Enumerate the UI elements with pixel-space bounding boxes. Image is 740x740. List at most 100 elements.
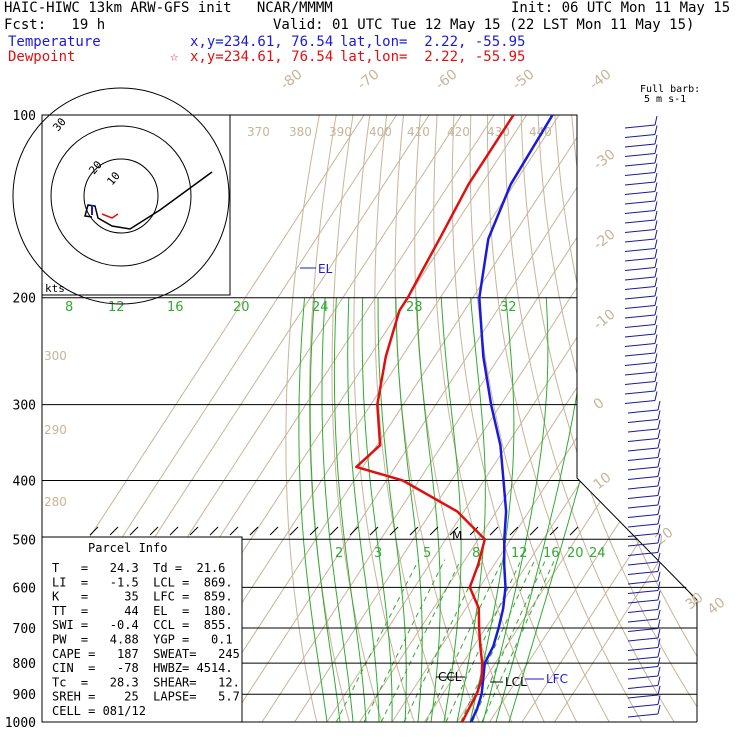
pressure-label: 100	[13, 109, 36, 124]
parcel-info-row: K = 35 LFC = 859.	[52, 590, 233, 604]
pressure-label: 600	[13, 581, 36, 596]
wind-barb-flag	[657, 467, 661, 477]
parcel-info-title: Parcel Info	[88, 541, 167, 555]
wind-barb-flag	[654, 343, 658, 354]
moist-adiabat-line	[321, 297, 354, 722]
wind-barb-flag	[654, 315, 658, 325]
wind-barb-flag	[654, 353, 658, 363]
wind-barb	[627, 713, 659, 718]
temperature-xy: x,y=234.61, 76.54	[190, 34, 334, 50]
wind-barb	[624, 381, 656, 385]
wind-barb	[624, 143, 656, 148]
level-tick	[449, 526, 459, 536]
wind-barb-flag	[657, 695, 661, 705]
level-tick	[149, 526, 159, 536]
dewpoint-latlon: lat,lon= 2.22, -55.95	[340, 49, 526, 65]
wind-barb-flag	[657, 552, 661, 563]
hodograph-ring	[50, 125, 192, 267]
wind-barb	[627, 590, 659, 594]
wind-barb-flag	[654, 305, 658, 316]
dry-adiabat-label: 440	[529, 125, 552, 139]
wind-barb-flag	[657, 581, 661, 591]
wind-barb-flag	[654, 277, 658, 287]
mixing-ratio-label: 3	[374, 546, 382, 561]
wind-barb-flag	[654, 391, 658, 401]
wind-barb-flag	[654, 153, 658, 164]
isotherm-line	[261, 115, 657, 722]
parcel-info-row: TT = 44 EL = 180.	[52, 604, 233, 618]
pressure-label: 700	[13, 622, 36, 637]
wind-barb	[627, 476, 659, 480]
wind-barb-flag	[654, 334, 658, 344]
level-tick	[269, 526, 279, 536]
wind-barb	[627, 466, 659, 471]
wind-barb	[624, 134, 656, 138]
wind-barb-flag	[654, 267, 658, 278]
wind-barb	[627, 485, 659, 490]
mixing-ratio-label: 20	[567, 546, 584, 561]
wind-barb-flag	[657, 609, 661, 620]
hodograph-ring	[83, 158, 159, 234]
wind-barb	[624, 286, 656, 290]
wind-barb	[627, 457, 659, 461]
wind-barb-flag	[654, 144, 658, 154]
wind-barb	[624, 400, 656, 404]
isotherm-line	[196, 115, 592, 722]
wind-barb-flag	[654, 248, 658, 259]
wind-barb	[627, 409, 659, 414]
wind-barb-flag	[657, 495, 661, 506]
mixing-ratio-line	[363, 559, 446, 722]
moist-adiabat-label: 8	[65, 300, 73, 315]
isotherm-label: -70	[355, 66, 383, 93]
mixing-ratio-line	[460, 559, 536, 722]
mixing-ratio-label: 5	[423, 546, 431, 561]
dry-adiabat-line	[537, 115, 697, 722]
storm-motion-marker	[101, 213, 119, 219]
wind-barb	[627, 704, 659, 708]
wind-barb-flag	[657, 476, 661, 487]
wind-barb	[624, 267, 656, 271]
moist-adiabat-label: 24	[312, 300, 329, 315]
level-tick	[549, 526, 559, 536]
mixing-ratio-label: 24	[589, 546, 606, 561]
wind-barb-flag	[657, 514, 661, 525]
wind-barb-flag	[654, 239, 658, 249]
dry-adiabat-line	[433, 115, 545, 722]
wind-barb-flag	[654, 125, 658, 135]
wind-barb	[627, 675, 659, 680]
wind-barb	[624, 219, 656, 224]
dry-adiabat-label: 420	[447, 125, 470, 139]
chart-title: HAIC-HIWC 13km ARW-GFS init NCAR/MMMM	[4, 0, 333, 16]
wind-barb	[627, 628, 659, 632]
wind-barb	[624, 200, 656, 205]
dewpoint-xy: x,y=234.61, 76.54	[190, 49, 334, 65]
wind-barb-flag	[657, 419, 661, 430]
parcel-info-row: SWI = -0.4 CCL = 855.	[52, 618, 233, 632]
wind-barb-flag	[654, 324, 658, 335]
pressure-label: 200	[13, 292, 36, 307]
dry-adiabat-line	[374, 115, 448, 722]
wind-barb	[627, 694, 659, 699]
parcel-info-row: SREH = 25 LAPSE= 5.7	[52, 690, 240, 704]
wind-barb-flag	[657, 524, 661, 534]
wind-barb	[624, 153, 656, 157]
wind-barb-flag	[657, 685, 661, 696]
mixing-ratio-line	[425, 559, 504, 722]
isotherm-line	[554, 115, 697, 722]
isotherm-label: -10	[591, 306, 619, 333]
wind-barb	[624, 371, 656, 376]
dry-adiabat-line	[486, 115, 643, 722]
temperature-legend: Temperature	[8, 34, 101, 50]
moist-adiabat-line	[416, 297, 441, 722]
level-tick	[429, 526, 439, 536]
mixing-ratio-line	[380, 559, 462, 722]
parcel-info-row: T = 24.3 Td = 21.6	[52, 561, 225, 575]
temperature-latlon: lat,lon= 2.22, -55.95	[340, 34, 526, 50]
isotherm-label: -80	[278, 66, 306, 93]
wind-barb	[627, 504, 659, 509]
moist-adiabat-label: 32	[500, 300, 517, 315]
mixing-ratio-label: 8	[472, 546, 480, 561]
parcel-info-row: LI = -1.5 LCL = 869.	[52, 575, 233, 589]
wind-barb	[627, 533, 659, 537]
